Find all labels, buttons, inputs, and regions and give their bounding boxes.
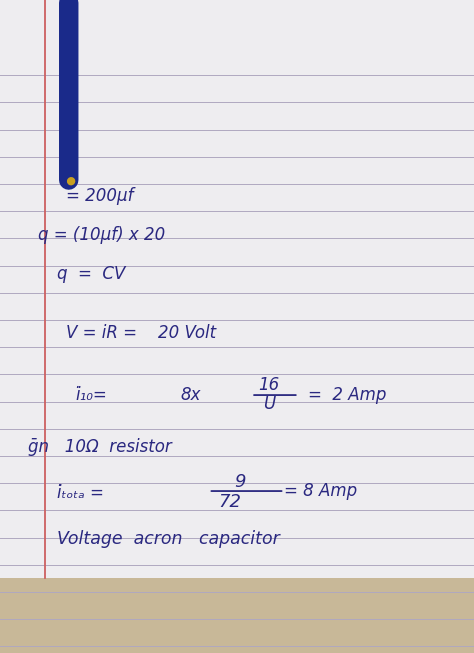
Text: 16: 16 (258, 376, 280, 394)
Text: =  2 Amp: = 2 Amp (308, 386, 386, 404)
Text: = 200μf: = 200μf (66, 187, 134, 205)
Text: 8x: 8x (180, 386, 201, 404)
Text: = 8 Amp: = 8 Amp (284, 482, 357, 500)
Text: Voltage  acron   capacitor: Voltage acron capacitor (57, 530, 280, 548)
Text: 72: 72 (218, 492, 241, 511)
Text: 9: 9 (235, 473, 246, 491)
Text: V = iR =    20 Volt: V = iR = 20 Volt (66, 324, 217, 342)
Text: q  =  CV: q = CV (57, 265, 125, 283)
Text: q = (10μf) x 20: q = (10μf) x 20 (38, 226, 165, 244)
Bar (0, 0, 474, 578)
Text: i̇ₜₒₜₐ =: i̇ₜₒₜₐ = (57, 484, 104, 502)
Text: ḡn   10Ω  resistor: ḡn 10Ω resistor (28, 438, 172, 456)
Bar (0, 578, 474, 653)
Text: i̇₁₀=: i̇₁₀= (76, 386, 108, 404)
Text: U: U (263, 394, 275, 413)
